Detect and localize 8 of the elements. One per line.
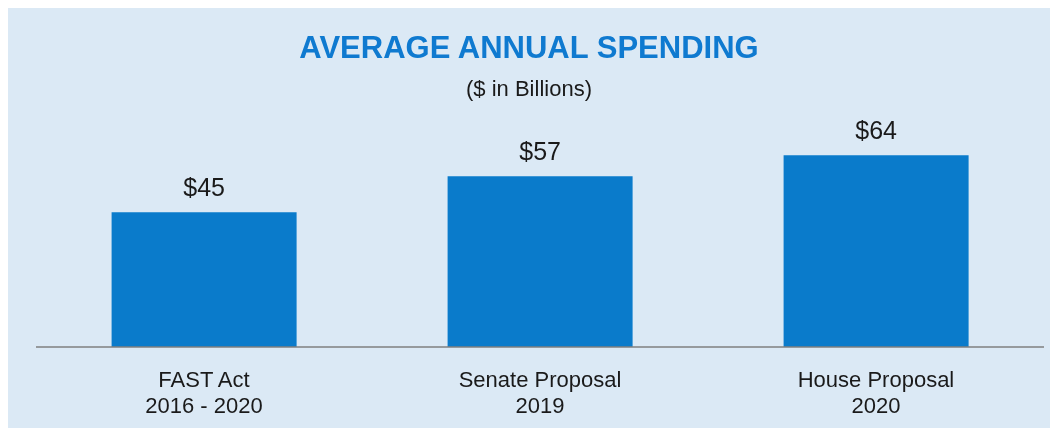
data-label: $57	[519, 137, 561, 166]
chart-title: AVERAGE ANNUAL SPENDING	[298, 30, 760, 66]
chart-subtitle: ($ in Billions)	[465, 76, 593, 102]
x-tick-label: FAST Act 2016 - 2020	[145, 367, 263, 418]
data-label: $64	[855, 116, 898, 145]
data-label: $45	[183, 173, 225, 202]
x-tick-label: House Proposal 2020	[797, 367, 955, 418]
x-tick-label: Senate Proposal 2019	[458, 367, 622, 418]
